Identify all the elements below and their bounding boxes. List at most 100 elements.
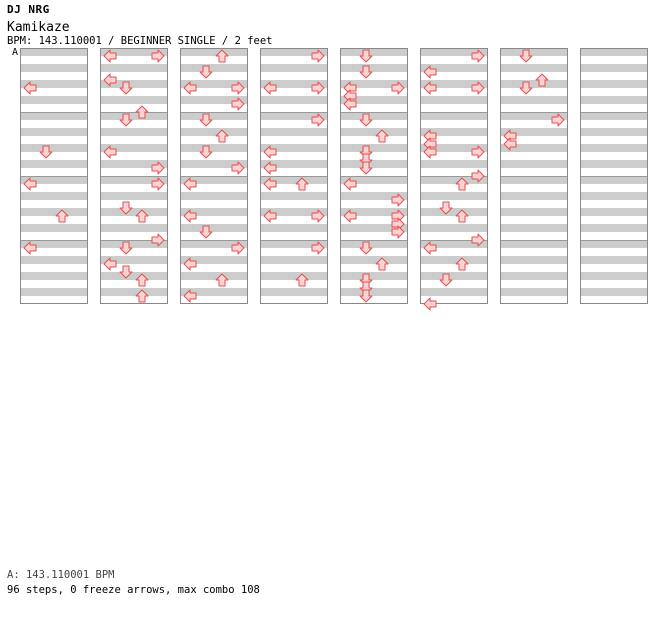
- beat-stripe: [20, 128, 88, 136]
- beat-stripe: [580, 272, 648, 280]
- arrow-left-icon: [103, 73, 117, 87]
- chart-column: [20, 48, 88, 304]
- arrow-down-icon: [119, 241, 133, 255]
- bpm-summary: A: 143.110001 BPM: [7, 569, 115, 581]
- arrow-down-icon: [39, 145, 53, 159]
- beat-stripe: [500, 192, 568, 200]
- beat-stripe: [100, 128, 168, 136]
- beat-stripe: [260, 160, 328, 168]
- beat-stripe: [100, 96, 168, 104]
- arrow-down-icon: [199, 113, 213, 127]
- arrow-right-icon: [311, 113, 325, 127]
- beat-stripe: [260, 288, 328, 296]
- beat-stripe: [500, 128, 568, 136]
- beat-stripe: [500, 64, 568, 72]
- beat-stripe: [500, 112, 568, 120]
- arrow-right-icon: [471, 49, 485, 63]
- arrow-left-icon: [423, 297, 437, 311]
- beat-stripe: [260, 128, 328, 136]
- beat-stripe: [260, 224, 328, 232]
- chart-column: [260, 48, 328, 304]
- beat-stripe: [500, 272, 568, 280]
- beat-stripe: [340, 80, 408, 88]
- arrow-down-icon: [359, 113, 373, 127]
- beat-stripe: [420, 64, 488, 72]
- arrow-left-icon: [23, 81, 37, 95]
- beat-stripe: [100, 64, 168, 72]
- beat-stripe: [500, 208, 568, 216]
- beat-stripe: [180, 224, 248, 232]
- arrow-up-icon: [375, 257, 389, 271]
- arrow-left-icon: [423, 145, 437, 159]
- arrow-right-icon: [231, 161, 245, 175]
- arrow-down-icon: [119, 201, 133, 215]
- beat-stripe: [420, 48, 488, 56]
- beat-stripe: [580, 112, 648, 120]
- beat-stripe: [500, 240, 568, 248]
- beat-stripe: [340, 144, 408, 152]
- beat-stripe: [100, 272, 168, 280]
- chart-column: [580, 48, 648, 304]
- beat-stripe: [100, 160, 168, 168]
- column-border: [580, 48, 648, 304]
- beat-stripe: [100, 144, 168, 152]
- beat-stripe: [100, 224, 168, 232]
- arrow-up-icon: [455, 257, 469, 271]
- arrow-left-icon: [263, 161, 277, 175]
- beat-stripe: [580, 96, 648, 104]
- beat-stripe: [580, 176, 648, 184]
- beat-stripe: [340, 64, 408, 72]
- arrow-right-icon: [311, 209, 325, 223]
- arrow-left-icon: [423, 81, 437, 95]
- arrow-down-icon: [359, 289, 373, 303]
- beat-stripe: [260, 240, 328, 248]
- beat-stripe: [20, 208, 88, 216]
- beat-stripe: [20, 160, 88, 168]
- beat-stripe: [180, 256, 248, 264]
- arrow-down-icon: [359, 49, 373, 63]
- arrow-left-icon: [103, 257, 117, 271]
- beat-stripe: [260, 272, 328, 280]
- arrow-up-icon: [535, 73, 549, 87]
- beat-stripe: [20, 224, 88, 232]
- arrow-right-icon: [311, 241, 325, 255]
- arrow-left-icon: [343, 177, 357, 191]
- beat-stripe: [340, 96, 408, 104]
- beat-stripe: [340, 112, 408, 120]
- arrow-up-icon: [135, 105, 149, 119]
- beat-stripe: [580, 160, 648, 168]
- beat-stripe: [340, 256, 408, 264]
- arrow-left-icon: [183, 209, 197, 223]
- arrow-right-icon: [551, 113, 565, 127]
- song-title: Kamikaze: [7, 20, 70, 35]
- beat-stripe: [260, 80, 328, 88]
- beat-stripe: [260, 176, 328, 184]
- arrow-left-icon: [503, 137, 517, 151]
- beat-stripe: [20, 80, 88, 88]
- beat-stripe: [180, 80, 248, 88]
- beat-stripe: [500, 48, 568, 56]
- column-border: [340, 48, 408, 304]
- beat-stripe: [20, 48, 88, 56]
- arrow-down-icon: [519, 49, 533, 63]
- beat-stripe: [580, 144, 648, 152]
- beat-stripe: [260, 192, 328, 200]
- beat-stripe: [20, 192, 88, 200]
- arrow-left-icon: [103, 49, 117, 63]
- arrow-right-icon: [151, 49, 165, 63]
- column-border: [100, 48, 168, 304]
- beat-stripe: [180, 96, 248, 104]
- arrow-right-icon: [471, 169, 485, 183]
- beat-stripe: [420, 224, 488, 232]
- arrow-up-icon: [215, 49, 229, 63]
- arrow-up-icon: [135, 289, 149, 303]
- beat-stripe: [340, 208, 408, 216]
- bpm-marker: A: [12, 47, 19, 58]
- arrow-up-icon: [455, 209, 469, 223]
- beat-stripe: [500, 96, 568, 104]
- beat-stripe: [580, 128, 648, 136]
- beat-stripe: [20, 64, 88, 72]
- arrow-down-icon: [359, 65, 373, 79]
- column-border: [260, 48, 328, 304]
